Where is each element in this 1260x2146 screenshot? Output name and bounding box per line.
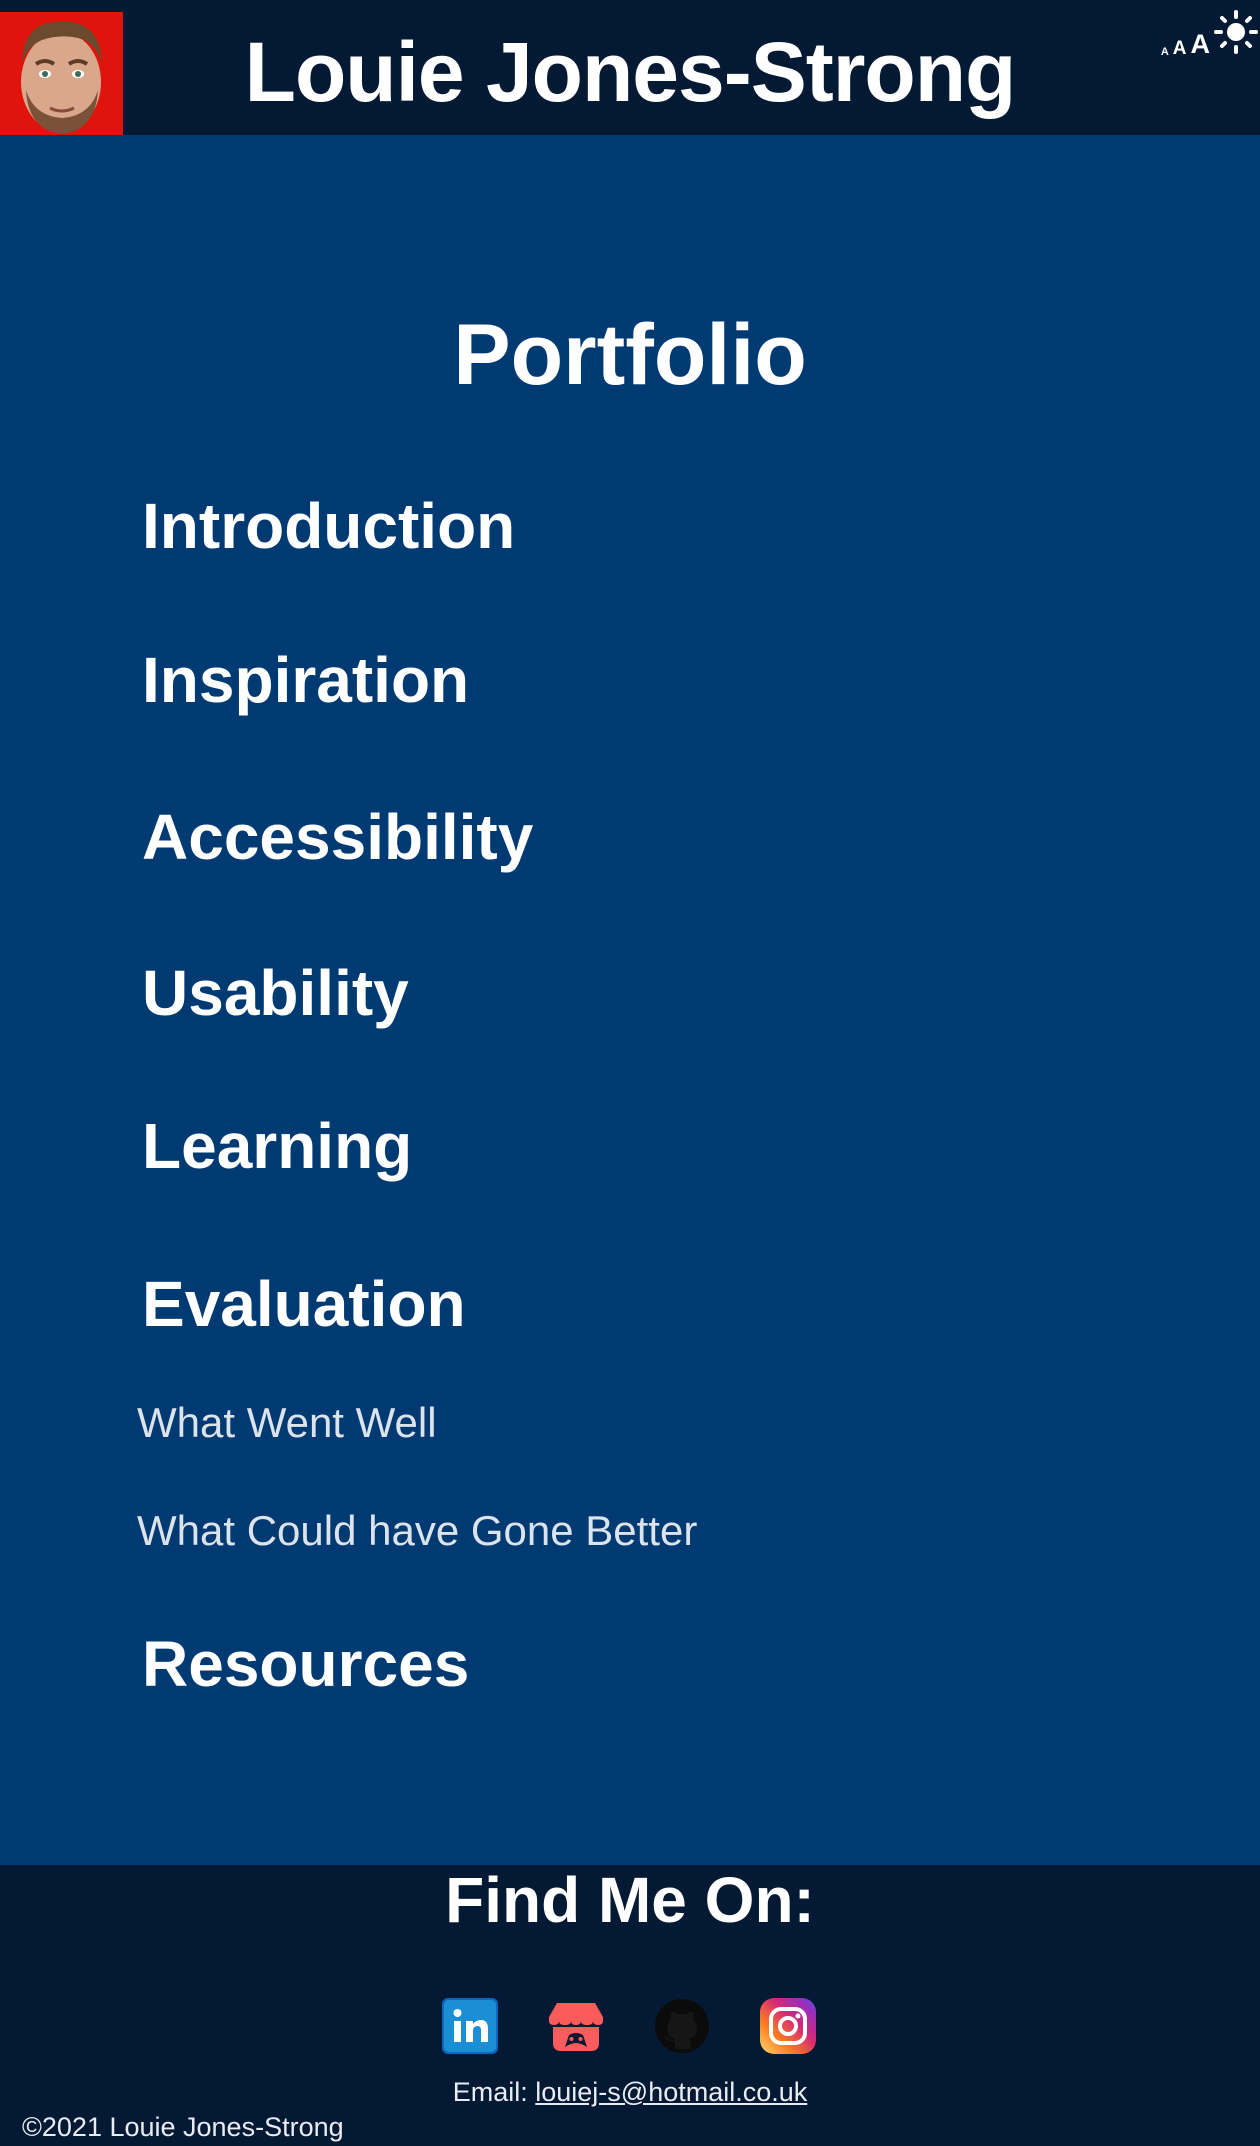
nav-link-accessibility[interactable]: Accessibility	[142, 801, 534, 873]
find-me-heading: Find Me On:	[445, 1864, 815, 1936]
nav-sublink-what-went-well[interactable]: What Went Well	[137, 1399, 437, 1446]
sun-icon	[1214, 10, 1258, 54]
accessibility-controls: A A A	[1161, 10, 1258, 58]
nav-link-resources[interactable]: Resources	[142, 1628, 470, 1700]
avatar-image	[0, 12, 123, 135]
main-content: Portfolio Introduction Inspiration Acces…	[0, 135, 1260, 1865]
site-title: Louie Jones-Strong	[244, 25, 1017, 119]
linkedin-icon[interactable]	[441, 1997, 499, 2055]
text-size-medium-button[interactable]: A	[1172, 38, 1187, 59]
theme-toggle-button[interactable]	[1214, 10, 1258, 58]
nav-link-learning[interactable]: Learning	[142, 1110, 413, 1182]
email-line: Email: louiej-s@hotmail.co.uk	[0, 2075, 1260, 2109]
itch-io-icon[interactable]	[547, 1997, 605, 2055]
text-size-small-button[interactable]: A	[1160, 46, 1169, 58]
nav-link-inspiration[interactable]: Inspiration	[142, 644, 470, 716]
email-label: Email:	[452, 2077, 536, 2107]
text-size-large-button[interactable]: A	[1190, 29, 1211, 59]
site-footer: Find Me On:	[0, 1865, 1260, 2146]
nav-link-introduction[interactable]: Introduction	[142, 490, 516, 562]
social-links	[441, 1997, 817, 2055]
copyright-text: ©2021 Louie Jones-Strong	[22, 2112, 344, 2142]
instagram-icon[interactable]	[759, 1997, 817, 2055]
site-header: Louie Jones-Strong A A A	[0, 0, 1260, 135]
nav-link-evaluation[interactable]: Evaluation	[142, 1268, 466, 1340]
avatar	[0, 12, 123, 135]
page-title: Portfolio	[453, 307, 807, 403]
github-icon[interactable]	[653, 1997, 711, 2055]
nav-sublink-what-could-have-gone-better[interactable]: What Could have Gone Better	[137, 1507, 698, 1554]
nav-link-usability[interactable]: Usability	[142, 957, 409, 1029]
email-link[interactable]: louiej-s@hotmail.co.uk	[535, 2077, 808, 2107]
